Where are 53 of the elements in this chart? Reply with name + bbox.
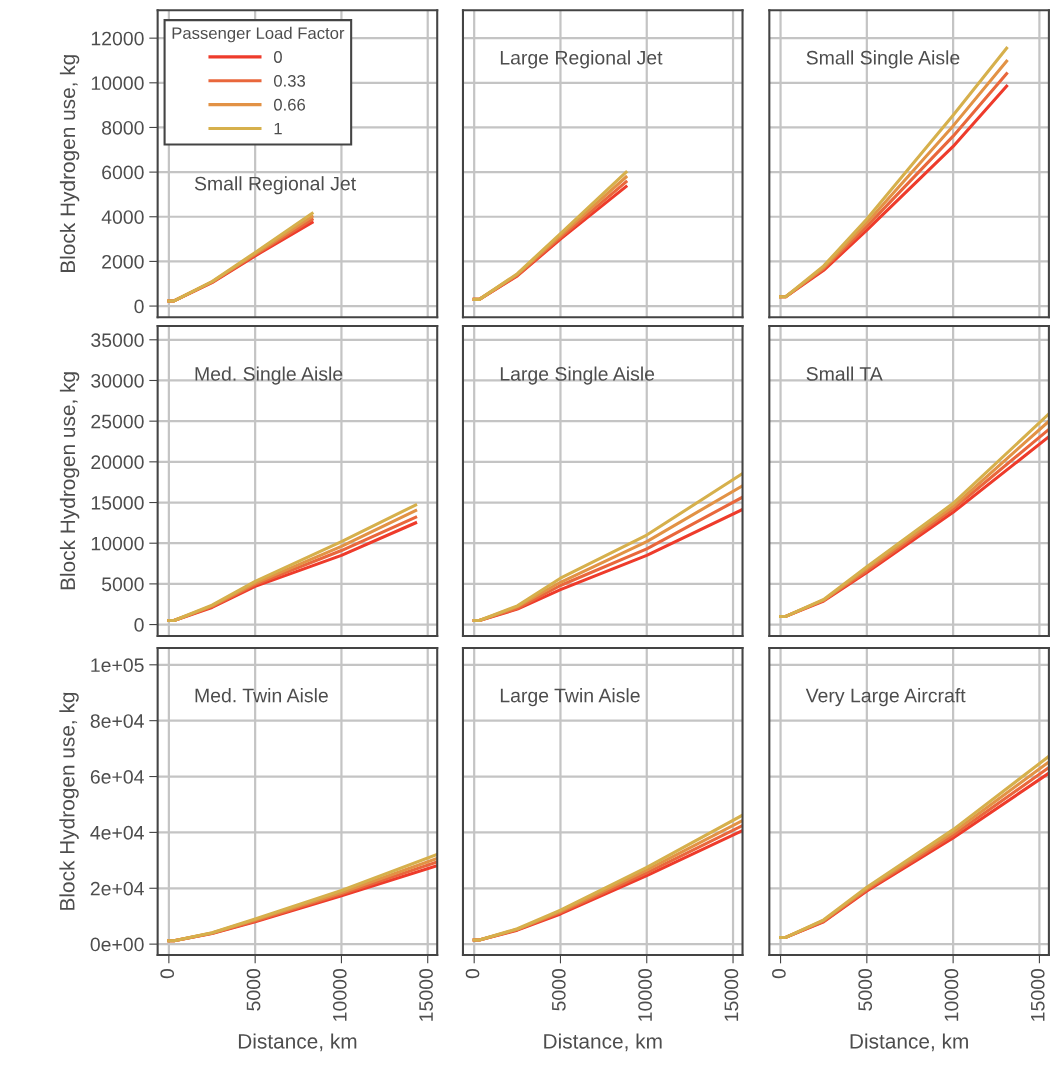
y-tick-label: 2000 (102, 254, 144, 269)
y-tick-label: 8000 (102, 120, 144, 135)
y-tick-label: 30000 (91, 373, 144, 388)
y-tick-label: 0e+00 (90, 937, 144, 952)
x-tick-label: 15000 (724, 968, 739, 1021)
text: Small Single Aisle (806, 50, 960, 69)
text: Large Regional Jet (500, 50, 663, 69)
text: Very Large Aircraft (805, 688, 966, 707)
x-axis-title: Distance, km (850, 1033, 968, 1052)
text: Large Single Aisle (500, 366, 655, 385)
x-tick-label: 10000 (332, 968, 347, 1021)
y-tick-label: 1e+05 (91, 658, 144, 673)
legend-label: 0.33 (273, 74, 306, 87)
y-axis-title: Block Hydrogen use, kg (59, 55, 80, 273)
y-tick-label: 5000 (101, 577, 144, 592)
y-tick-label: 4e+04 (90, 825, 144, 840)
x-axis-title: Distance, km (544, 1033, 662, 1052)
y-axis-title: Block Hydrogen use, kg (59, 692, 79, 910)
x-tick-label: 0 (772, 968, 786, 979)
x-tick-label: 10000 (638, 968, 652, 1021)
y-tick-label: 15000 (91, 495, 144, 510)
text: Med. Single Aisle (195, 366, 343, 385)
y-tick-label: 0 (134, 618, 144, 632)
x-tick-label: 5000 (551, 968, 566, 1011)
text: Small TA (806, 366, 883, 381)
text: Med. Twin Aisle (195, 688, 328, 703)
x-tick-label: 15000 (419, 968, 433, 1021)
legend-title: Passenger Load Factor (172, 26, 345, 43)
y-tick-label: 2e+04 (90, 881, 144, 896)
y-tick-label: 0 (134, 299, 144, 314)
text: Large Twin Aisle (500, 688, 640, 707)
y-tick-label: 20000 (91, 455, 144, 470)
x-tick-label: 5000 (858, 968, 873, 1011)
legend-label: 1 (274, 122, 282, 135)
y-tick-label: 35000 (91, 333, 144, 348)
y-tick-label: 10000 (91, 536, 144, 551)
y-tick-label: 25000 (91, 414, 144, 429)
y-tick-label: 6e+04 (90, 770, 144, 784)
text: Small Regional Jet (194, 176, 356, 195)
x-tick-label: 15000 (1030, 968, 1045, 1021)
y-tick-label: 4000 (101, 210, 144, 224)
x-tick-label: 5000 (246, 968, 261, 1011)
y-tick-label: 6000 (102, 165, 144, 180)
y-tick-label: 12000 (91, 31, 144, 46)
y-tick-label: 8e+04 (90, 714, 144, 728)
x-axis-title: Distance, km (238, 1033, 357, 1052)
y-axis-title: Block Hydrogen use, kg (59, 372, 80, 590)
x-tick-label: 0 (160, 968, 175, 979)
legend-label: 0.66 (273, 98, 306, 111)
legend-label: 0 (273, 51, 282, 63)
x-tick-label: 10000 (944, 968, 959, 1021)
y-tick-label: 10000 (91, 76, 144, 91)
x-tick-label: 0 (465, 968, 480, 979)
